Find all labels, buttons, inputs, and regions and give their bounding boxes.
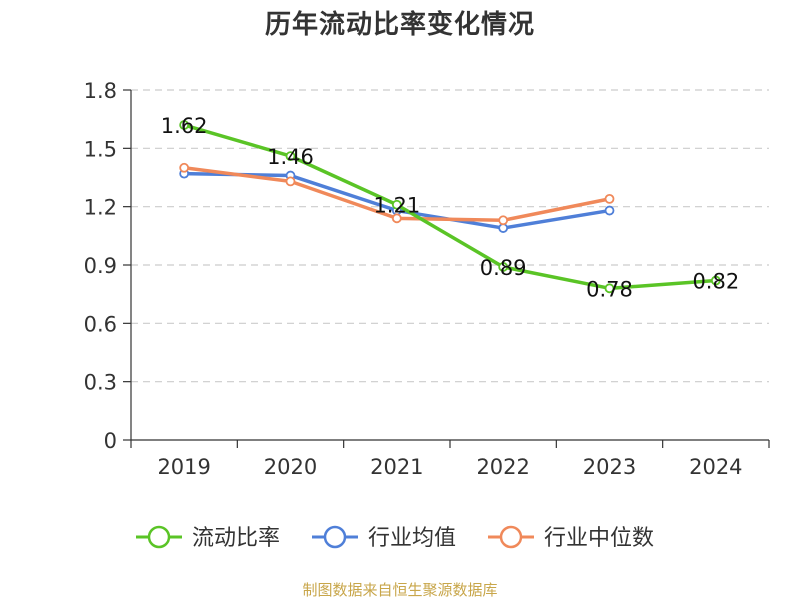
data-point <box>498 215 509 226</box>
y-tick-label: 0.3 <box>84 371 117 395</box>
x-tick-label: 2020 <box>264 455 317 479</box>
chart-title: 历年流动比率变化情况 <box>264 10 535 40</box>
data-point <box>710 275 721 286</box>
legend-marker <box>323 525 347 549</box>
x-tick-label: 2022 <box>476 455 529 479</box>
y-tick-label: 0.9 <box>84 254 117 278</box>
legend-label: 行业均值 <box>368 526 456 551</box>
y-tick-label: 1.8 <box>84 79 117 103</box>
data-point <box>179 162 190 173</box>
legend-marker <box>499 525 523 549</box>
data-point <box>498 223 509 233</box>
data-point <box>391 213 402 224</box>
data-point <box>498 262 509 272</box>
data-point <box>285 151 296 162</box>
data-source: 制图数据来自恒生聚源数据库 <box>302 581 498 599</box>
x-tick-label: 2019 <box>157 455 210 479</box>
y-tick-label: 0 <box>104 429 117 453</box>
x-tick-label: 2024 <box>689 455 742 479</box>
data-point <box>604 283 615 294</box>
x-tick-label: 2023 <box>583 455 636 479</box>
y-tick-label: 1.5 <box>84 137 117 161</box>
x-tick-label: 2021 <box>370 455 423 479</box>
legend-label: 行业中位数 <box>544 526 654 551</box>
legend-label: 流动比率 <box>192 526 280 551</box>
data-label: 0.89 <box>480 256 527 280</box>
data-label: 1.46 <box>267 145 314 169</box>
data-point <box>179 120 190 130</box>
legend-marker <box>147 525 171 549</box>
data-label: 0.78 <box>586 277 633 301</box>
data-point <box>604 193 615 204</box>
data-point <box>285 176 296 187</box>
y-tick-label: 0.6 <box>84 312 117 336</box>
data-label: 1.21 <box>373 194 420 218</box>
data-label: 0.82 <box>692 270 739 294</box>
data-point <box>604 205 615 216</box>
y-tick-label: 1.2 <box>84 196 117 220</box>
data-label: 1.62 <box>161 114 208 138</box>
series-line-0 <box>183 123 716 291</box>
data-point <box>391 199 402 210</box>
